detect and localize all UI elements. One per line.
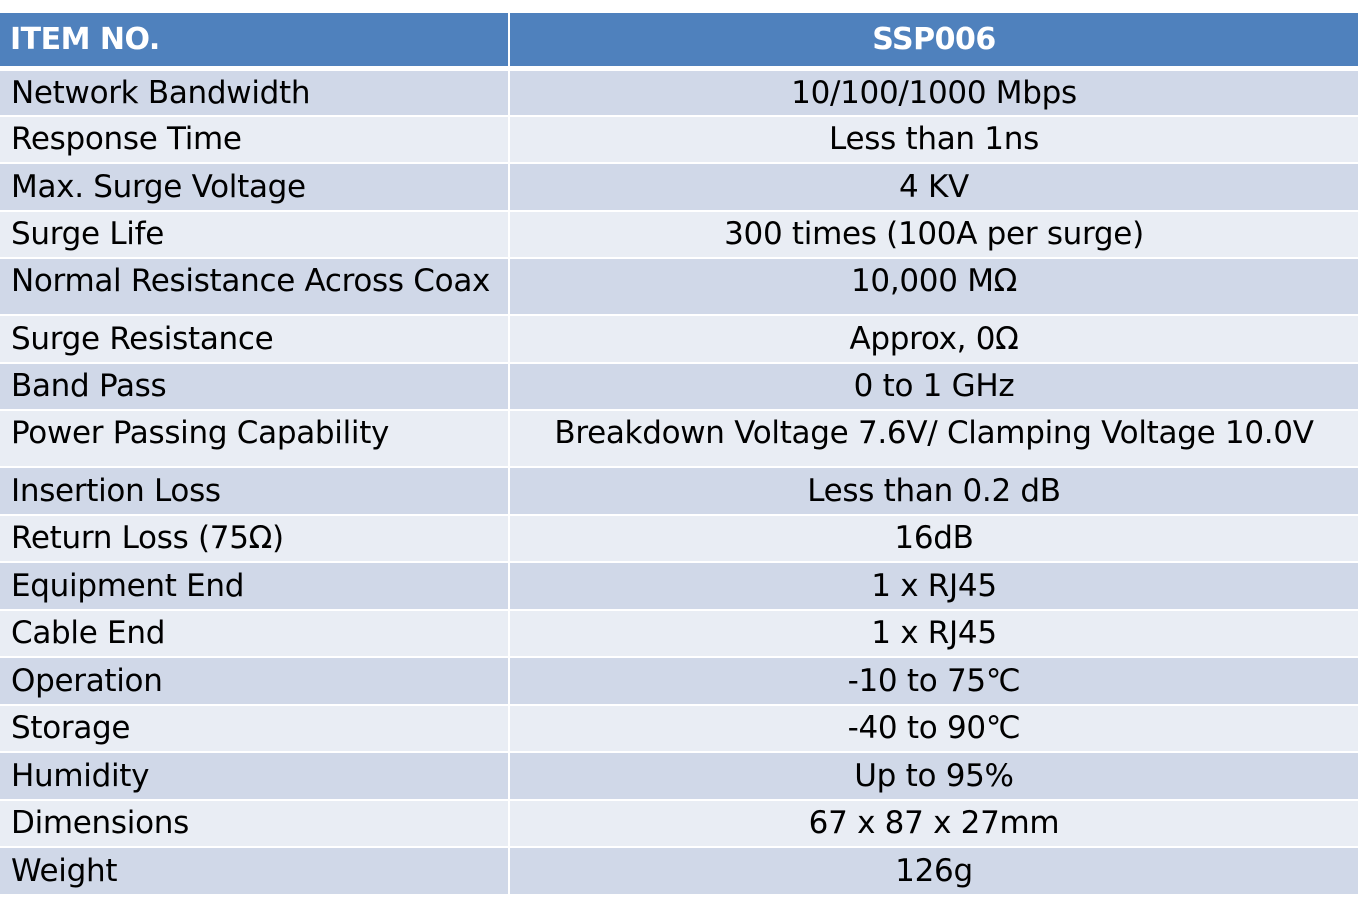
row-label: Storage [0,704,510,753]
row-label: Weight [0,847,510,896]
row-label: Normal Resistance Across Coax [0,258,510,316]
table-row: Humidity Up to 95% [0,752,1359,801]
row-value: 4 KV [509,163,1359,212]
table-row: Normal Resistance Across Coax 10,000 MΩ [0,258,1359,316]
table-row: Band Pass 0 to 1 GHz [0,362,1359,411]
header-item-no: ITEM NO. [0,13,510,71]
table-row: Max. Surge Voltage 4 KV [0,163,1359,212]
table-row: Weight 126g [0,847,1359,896]
header-model: SSP006 [509,13,1359,71]
row-value: Approx, 0Ω [509,315,1359,364]
table-row: Dimensions 67 x 87 x 27mm [0,799,1359,848]
row-value: 1 x RJ45 [509,609,1359,658]
row-label: Operation [0,657,510,706]
row-label: Equipment End [0,562,510,611]
row-value: 1 x RJ45 [509,562,1359,611]
table-row: Return Loss (75Ω) 16dB [0,514,1359,563]
row-value: -40 to 90℃ [509,704,1359,753]
row-value: Up to 95% [509,752,1359,801]
table-row: Response Time Less than 1ns [0,115,1359,164]
spec-table: ITEM NO. SSP006 Network Bandwidth 10/100… [0,13,1359,896]
row-label: Network Bandwidth [0,68,510,117]
table-row: Network Bandwidth 10/100/1000 Mbps [0,68,1359,117]
spec-table-container: ITEM NO. SSP006 Network Bandwidth 10/100… [0,13,1359,896]
row-label: Max. Surge Voltage [0,163,510,212]
row-label: Power Passing Capability [0,410,510,468]
row-label: Insertion Loss [0,467,510,516]
table-row: Cable End 1 x RJ45 [0,609,1359,658]
row-value: -10 to 75℃ [509,657,1359,706]
table-row: Operation -10 to 75℃ [0,657,1359,706]
row-value: 16dB [509,514,1359,563]
row-label: Band Pass [0,362,510,411]
table-row: Insertion Loss Less than 0.2 dB [0,467,1359,516]
table-row: Surge Resistance Approx, 0Ω [0,315,1359,364]
row-value: Less than 1ns [509,115,1359,164]
row-label: Response Time [0,115,510,164]
table-row: Surge Life 300 times (100A per surge) [0,210,1359,259]
row-label: Surge Life [0,210,510,259]
row-label: Humidity [0,752,510,801]
row-label: Cable End [0,609,510,658]
row-value: Breakdown Voltage 7.6V/ Clamping Voltage… [509,410,1359,468]
row-value: 300 times (100A per surge) [509,210,1359,259]
row-value: Less than 0.2 dB [509,467,1359,516]
row-value: 10/100/1000 Mbps [509,68,1359,117]
row-label: Return Loss (75Ω) [0,514,510,563]
row-value: 126g [509,847,1359,896]
table-row: Equipment End 1 x RJ45 [0,562,1359,611]
row-label: Surge Resistance [0,315,510,364]
row-value: 67 x 87 x 27mm [509,799,1359,848]
row-label: Dimensions [0,799,510,848]
table-row: Power Passing Capability Breakdown Volta… [0,410,1359,468]
table-header-row: ITEM NO. SSP006 [0,13,1359,71]
table-row: Storage -40 to 90℃ [0,704,1359,753]
row-value: 10,000 MΩ [509,258,1359,316]
row-value: 0 to 1 GHz [509,362,1359,411]
